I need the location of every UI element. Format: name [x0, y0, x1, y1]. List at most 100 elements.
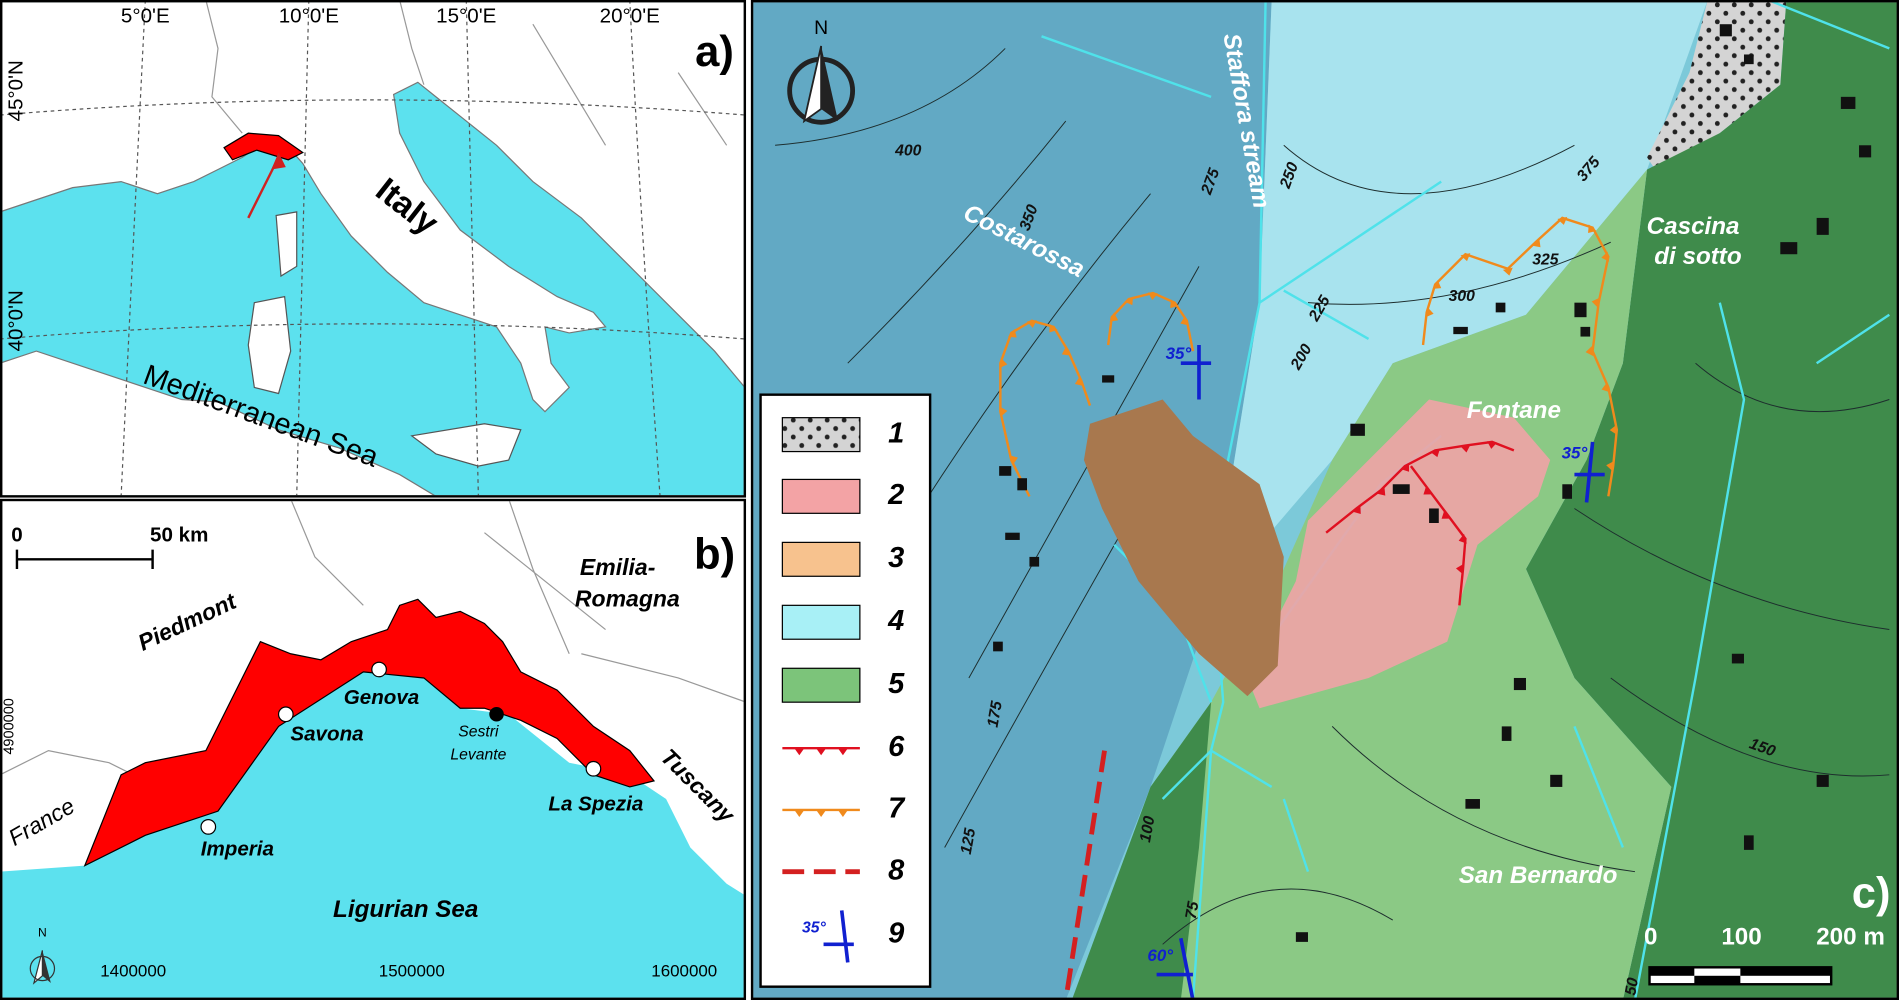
- dip-label: 35°: [1166, 344, 1192, 363]
- city-dot: [200, 819, 217, 835]
- scarp-7: [999, 319, 1092, 497]
- north-label: N: [38, 926, 47, 940]
- city-label: Savona: [290, 722, 363, 745]
- land-europe: [2, 2, 744, 413]
- legend-label: 6: [888, 731, 905, 763]
- fault-8: [1063, 750, 1107, 998]
- dip-symbol: [1156, 937, 1195, 998]
- unit-5-dark: [1072, 702, 1212, 998]
- region-label: Emilia-: [580, 554, 655, 580]
- lon-label: 10°0'E: [279, 4, 339, 27]
- panel-b: Genova Savona Imperia La Spezia Sestri L…: [2, 501, 744, 998]
- legend-swatch: [781, 417, 861, 453]
- buildings: [993, 24, 1872, 942]
- sea-label: Ligurian Sea: [333, 896, 478, 923]
- land-africa: [2, 350, 436, 496]
- panel-a: 5°0'E 10°0'E 15°0'E 20°0'E 45°0'N 40°0'N…: [2, 2, 744, 496]
- city-label: Genova: [344, 686, 419, 709]
- lat-label: 45°0'N: [4, 60, 27, 121]
- city-label: Imperia: [201, 837, 274, 860]
- scale-label: 0: [11, 524, 22, 547]
- sea-area: [2, 671, 744, 998]
- scale-seg: [1740, 967, 1832, 976]
- y-coord: 4900000: [2, 698, 18, 755]
- liguria: [83, 598, 656, 867]
- scale-label: 50 km: [150, 524, 208, 547]
- legend-label: 5: [888, 668, 905, 700]
- x-coord: 1400000: [100, 962, 166, 981]
- legend-swatch: [781, 478, 861, 514]
- contour-label: 300: [1449, 288, 1476, 305]
- scale-ticks: [15, 549, 154, 570]
- legend-label: 9: [888, 917, 905, 949]
- scarp-7: [1106, 291, 1195, 352]
- legend-swatch: [781, 604, 861, 640]
- legend-label: 2: [887, 479, 904, 511]
- dip-label: 60°: [1147, 946, 1173, 965]
- legend-label: 8: [888, 854, 905, 886]
- legend-label: 7: [888, 793, 906, 825]
- panel-label: c): [1852, 869, 1891, 917]
- panel-label: b): [694, 530, 735, 578]
- sardinia: [247, 295, 292, 395]
- legend-swatch: [781, 667, 861, 703]
- panel-label: a): [695, 28, 734, 76]
- liguria-highlight: [223, 132, 304, 161]
- place-label: di sotto: [1654, 243, 1741, 270]
- scarp-7: [1421, 216, 1619, 497]
- legend-label: 4: [887, 605, 904, 637]
- scale-seg: [1694, 975, 1741, 985]
- dip-symbol: [1180, 345, 1212, 400]
- legend-label: 1: [888, 417, 904, 449]
- city-label: Sestri: [458, 724, 499, 741]
- frame: [0, 498, 747, 1000]
- city-dot: [585, 760, 602, 777]
- dip-label: 35°: [1562, 443, 1588, 462]
- contour-label: 50: [1622, 976, 1642, 996]
- region-label: Romagna: [575, 586, 680, 612]
- lon-label: 5°0'E: [121, 4, 170, 27]
- scarp-6: [1409, 465, 1467, 606]
- unit-3: [1083, 399, 1284, 697]
- unit-5-dark: [1525, 2, 1897, 998]
- scarp-6: [1325, 440, 1515, 534]
- parallels: [2, 99, 744, 340]
- x-coord: 1500000: [379, 962, 445, 981]
- scale-label: 0: [1644, 924, 1657, 951]
- lon-label: 15°0'E: [436, 4, 496, 27]
- frame: [750, 0, 1899, 1000]
- city-label: Levante: [450, 747, 506, 764]
- city-dot: [371, 661, 387, 678]
- contour-label: 325: [1532, 251, 1559, 268]
- north-ring: [29, 955, 56, 982]
- place-label: Cascina: [1647, 213, 1740, 240]
- contour-label: 125: [958, 827, 979, 856]
- frame: [0, 0, 747, 498]
- dip-symbol: [1574, 441, 1605, 503]
- legend-swatch: [781, 541, 861, 577]
- legend-label: 3: [888, 542, 904, 574]
- sicily: [410, 423, 522, 467]
- lon-label: 20°0'E: [600, 4, 660, 27]
- borders: [2, 501, 744, 776]
- unit-1: [1647, 2, 1787, 176]
- city-label: La Spezia: [548, 793, 643, 816]
- legend-dip: [823, 910, 854, 963]
- city-dot: [277, 706, 294, 723]
- x-coord: 1600000: [651, 962, 717, 981]
- place-label: San Bernardo: [1459, 862, 1618, 889]
- legend-dip-label: 35°: [802, 920, 827, 937]
- lat-label: 40°0'N: [4, 290, 27, 351]
- north-arrow: [42, 950, 51, 984]
- contour-label: 400: [894, 142, 922, 159]
- city-dot: [489, 707, 504, 722]
- contour-label: 75: [1183, 900, 1203, 920]
- borders: [205, 2, 728, 146]
- scale-label: 200 m: [1816, 924, 1885, 951]
- contour-label: 100: [1137, 815, 1158, 844]
- scale-seg: [1649, 967, 1695, 976]
- north-label: N: [814, 17, 828, 39]
- contour-label: 175: [985, 700, 1006, 729]
- corsica: [275, 211, 298, 278]
